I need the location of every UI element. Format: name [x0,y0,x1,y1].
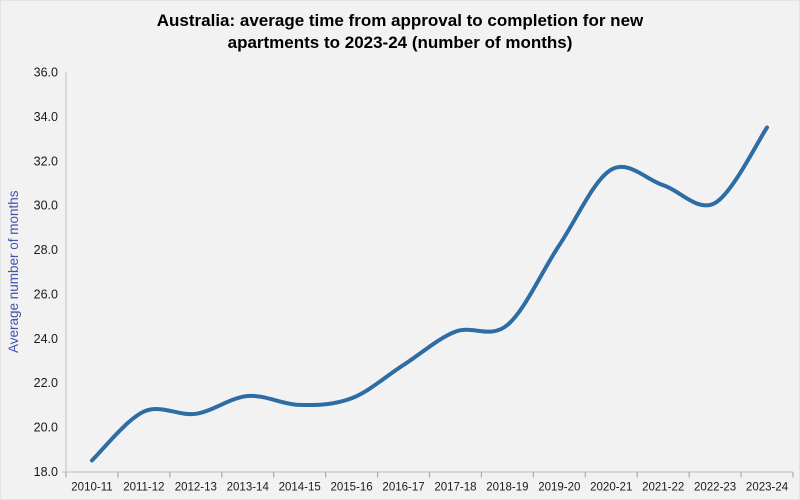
x-tick-label: 2021-22 [642,482,684,494]
y-tick-label: 20.0 [34,421,58,435]
y-tick-label: 24.0 [34,332,58,346]
x-tick-label: 2010-11 [71,482,112,494]
x-tick-label: 2018-19 [486,482,528,494]
y-tick-label: 18.0 [34,465,58,479]
x-tick-label: 2019-20 [538,482,580,494]
y-tick-label: 22.0 [34,376,58,390]
x-tick-label: 2020-21 [590,482,632,494]
y-tick-label: 30.0 [34,199,58,213]
y-tick-label: 26.0 [34,287,58,301]
y-tick-label: 34.0 [34,110,58,124]
x-tick-label: 2023-24 [746,482,789,494]
chart-title: Australia: average time from approval to… [156,11,644,53]
x-tick-label: 2015-16 [330,482,372,494]
y-tick-label: 28.0 [34,243,58,257]
x-tick-label: 2016-17 [382,482,424,494]
x-tick-label: 2011-12 [123,482,164,494]
y-tick-label: 36.0 [34,66,58,80]
y-axis-title: Average number of months [6,190,21,353]
data-series-line [89,125,770,463]
x-tick-label: 2014-15 [279,482,321,494]
x-tick-label: 2017-18 [434,482,476,494]
x-tick-label: 2012-13 [175,482,217,494]
y-tick-label: 32.0 [34,154,58,168]
x-tick-label: 2013-14 [227,482,270,494]
x-tick-label: 2022-23 [694,482,736,494]
